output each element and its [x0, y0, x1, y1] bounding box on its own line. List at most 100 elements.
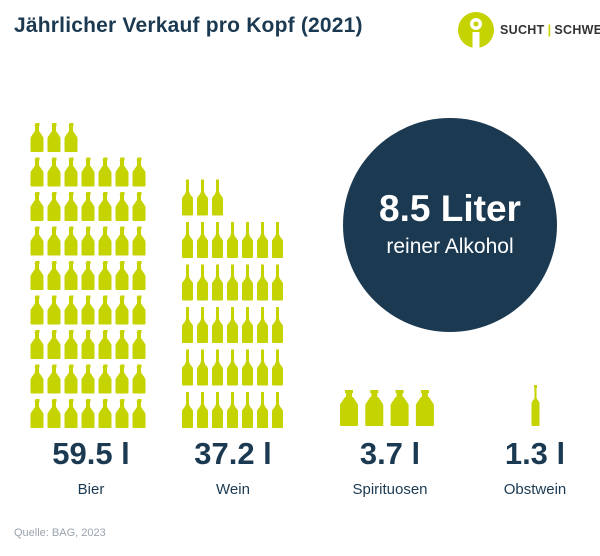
logo: SUCHT|SCHWEIZ	[458, 12, 600, 48]
spirits-bottle-icon	[365, 390, 384, 426]
wine-bottle-icon	[182, 264, 193, 301]
source-note: Quelle: BAG, 2023	[14, 527, 106, 539]
logo-icon	[458, 12, 494, 48]
beer-bottle-icon	[30, 157, 44, 187]
value-label-bier: 59.5 l	[52, 436, 130, 471]
wine-bottle-icon	[212, 392, 223, 428]
beer-bottle-icon	[132, 399, 146, 428]
beer-bottle-icon	[30, 364, 44, 394]
beer-bottle-icon	[64, 192, 78, 221]
beer-bottle-icon	[81, 261, 95, 290]
wine-bottle-icon	[242, 392, 253, 428]
beer-bottle-icon	[81, 192, 95, 221]
beer-bottle-icon	[115, 157, 129, 187]
beer-bottle-icon	[47, 364, 61, 394]
beer-bottle-icon	[98, 399, 112, 428]
wine-bottle-icon	[227, 222, 238, 258]
beer-bottle-icon	[64, 157, 78, 187]
wine-bottle-icon	[257, 222, 268, 258]
wine-bottle-icon	[197, 264, 208, 301]
beer-bottle-icon	[132, 330, 146, 359]
beer-bottle-icon	[98, 330, 112, 359]
wine-bottle-icon	[272, 349, 283, 386]
wine-bottle-icon	[257, 307, 268, 343]
beer-bottle-icon	[115, 226, 129, 256]
beer-bottle-icon	[81, 295, 95, 325]
total-alcohol-label: reiner Alkohol	[386, 235, 514, 258]
beer-bottle-icon	[64, 123, 78, 152]
wine-bottle-icon	[227, 264, 238, 301]
beer-bottle-icon	[115, 192, 129, 221]
beer-bottle-icon	[81, 157, 95, 187]
beer-bottle-icon	[98, 261, 112, 290]
wine-bottle-icon	[272, 264, 283, 301]
category-label-obstwein: Obstwein	[503, 481, 567, 498]
wine-bottle-icon	[182, 222, 193, 258]
beer-bottle-icon	[81, 364, 95, 394]
beer-bottle-icon	[98, 192, 112, 221]
beer-bottle-icon	[115, 364, 129, 394]
beer-bottle-icon	[132, 261, 146, 290]
beer-bottle-icon	[47, 192, 61, 221]
wine-bottle-icon	[272, 222, 283, 258]
wine-bottle-icon	[227, 392, 238, 428]
beer-bottle-icon	[81, 399, 95, 428]
wine-bottle-icon	[182, 307, 193, 343]
beer-bottle-icon	[64, 330, 78, 359]
wine-bottle-icon	[257, 264, 268, 301]
spirits-bottle-icon	[390, 390, 409, 426]
beer-bottle-icon	[98, 295, 112, 325]
beer-bottle-icon	[64, 261, 78, 290]
beer-bottle-icon	[47, 295, 61, 325]
wine-bottle-icon	[242, 349, 253, 386]
wine-bottle-icon	[272, 392, 283, 428]
wine-bottle-icon	[197, 179, 208, 216]
wine-bottle-icon	[242, 264, 253, 301]
beer-bottle-icon	[30, 399, 44, 428]
beer-bottle-icon	[115, 330, 129, 359]
beer-bottle-icon	[47, 123, 61, 152]
wine-bottle-icon	[197, 392, 208, 428]
beer-bottle-icon	[30, 226, 44, 256]
fruit-wine-bottle-icon	[531, 385, 540, 426]
total-alcohol-circle: 8.5 Liter reiner Alkohol	[343, 118, 557, 332]
beer-bottle-icon	[64, 226, 78, 256]
beer-bottle-icon	[81, 226, 95, 256]
beer-bottle-icon	[47, 157, 61, 187]
wine-bottle-icon	[227, 349, 238, 386]
beer-bottle-icon	[115, 261, 129, 290]
category-label-bier: Bier	[77, 481, 105, 498]
wine-bottle-icon	[197, 349, 208, 386]
beer-bottle-icon	[47, 226, 61, 256]
wine-bottle-icon	[182, 179, 193, 216]
wine-bottle-icon	[242, 222, 253, 258]
beer-bottle-icon	[115, 399, 129, 428]
beer-bottle-icon	[64, 364, 78, 394]
beer-bottle-icon	[64, 295, 78, 325]
category-label-spirituosen: Spirituosen	[352, 481, 428, 498]
beer-bottle-icon	[115, 295, 129, 325]
beer-bottle-icon	[30, 330, 44, 359]
wine-bottle-icon	[257, 392, 268, 428]
beer-bottle-icon	[30, 295, 44, 325]
wine-bottle-icon	[182, 349, 193, 386]
wine-bottle-icon	[242, 307, 253, 343]
wine-bottle-icon	[212, 222, 223, 258]
beer-bottle-icon	[98, 226, 112, 256]
total-alcohol-value: 8.5 Liter	[379, 188, 521, 229]
beer-bottle-icon	[30, 192, 44, 221]
page-title: Jährlicher Verkauf pro Kopf (2021)	[14, 14, 363, 37]
category-label-wein: Wein	[216, 481, 250, 498]
beer-bottle-icon	[98, 364, 112, 394]
beer-bottle-icon	[64, 399, 78, 428]
spirits-bottle-icon	[340, 390, 358, 426]
wine-bottle-icon	[212, 307, 223, 343]
value-label-obstwein: 1.3 l	[504, 436, 566, 471]
wine-bottle-icon	[212, 349, 223, 386]
wine-bottle-icon	[197, 222, 208, 258]
value-label-wein: 37.2 l	[194, 436, 272, 471]
beer-bottle-icon	[132, 364, 146, 394]
beer-bottle-icon	[47, 399, 61, 428]
